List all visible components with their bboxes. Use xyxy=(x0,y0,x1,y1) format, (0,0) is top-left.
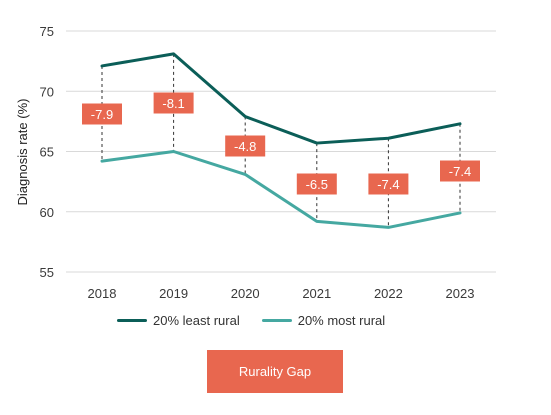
chart: 55 60 65 70 75 2018 2019 2020 2021 2022 2023 -7.9… xyxy=(15,24,496,300)
gap-label-box xyxy=(440,160,480,182)
gap-label-2019: -8.1 xyxy=(153,92,194,114)
gap-label-2023: -7.4 xyxy=(440,160,480,182)
y-tick-55: 55 xyxy=(40,265,54,280)
y-tick-70: 70 xyxy=(40,84,54,99)
y-axis-ticks: 55 60 65 70 75 xyxy=(40,24,54,280)
gridlines xyxy=(66,30,496,273)
x-tick-2020: 2020 xyxy=(231,286,260,300)
gap-label-box xyxy=(368,173,409,195)
gap-label-text: -4.8 xyxy=(234,139,256,154)
gap-label-box xyxy=(82,103,122,125)
gap-label-text: -7.4 xyxy=(449,164,471,179)
x-tick-2022: 2022 xyxy=(374,286,403,300)
x-tick-2018: 2018 xyxy=(88,286,117,300)
legend-swatch-most-rural xyxy=(261,319,292,322)
legend: 20% least rural 20% most rural xyxy=(117,313,385,328)
series-line-least-rural xyxy=(100,52,462,145)
gap-label-text: -6.5 xyxy=(306,177,328,192)
gap-label-box xyxy=(296,173,337,195)
y-tick-65: 65 xyxy=(40,145,54,160)
y-tick-60: 60 xyxy=(40,205,54,220)
y-axis-label: Diagnosis rate (%) xyxy=(15,99,30,206)
legend-label-most-rural: 20% most rural xyxy=(297,313,386,328)
y-tick-75: 75 xyxy=(40,24,54,39)
x-tick-2021: 2021 xyxy=(302,286,331,300)
legend-item-least-rural: 20% least rural xyxy=(117,313,240,328)
x-tick-2023: 2023 xyxy=(446,286,475,300)
gap-label-box xyxy=(225,135,266,157)
gap-label-text: -8.1 xyxy=(162,96,184,111)
x-tick-2019: 2019 xyxy=(159,286,188,300)
gap-connectors xyxy=(101,53,461,228)
gap-label-text: -7.9 xyxy=(91,107,113,122)
gap-labels: -7.9 -8.1 -4.8 -6.5 -7.4 -7.4 xyxy=(82,92,480,195)
rurality-gap-button[interactable]: Rurality Gap xyxy=(207,350,343,393)
gap-label-2021: -6.5 xyxy=(296,173,337,195)
gap-label-text: -7.4 xyxy=(377,177,399,192)
series-lines xyxy=(100,52,462,229)
gap-label-box xyxy=(153,92,194,114)
series-line-most-rural xyxy=(100,150,462,229)
x-axis-ticks: 2018 2019 2020 2021 2022 2023 xyxy=(88,286,475,300)
legend-item-most-rural: 20% most rural xyxy=(261,313,386,328)
gap-label-2020: -4.8 xyxy=(225,135,266,157)
legend-label-least-rural: 20% least rural xyxy=(153,313,240,328)
legend-swatch-least-rural xyxy=(117,319,147,322)
gap-label-2022: -7.4 xyxy=(368,173,409,195)
gap-label-2018: -7.9 xyxy=(82,103,122,125)
